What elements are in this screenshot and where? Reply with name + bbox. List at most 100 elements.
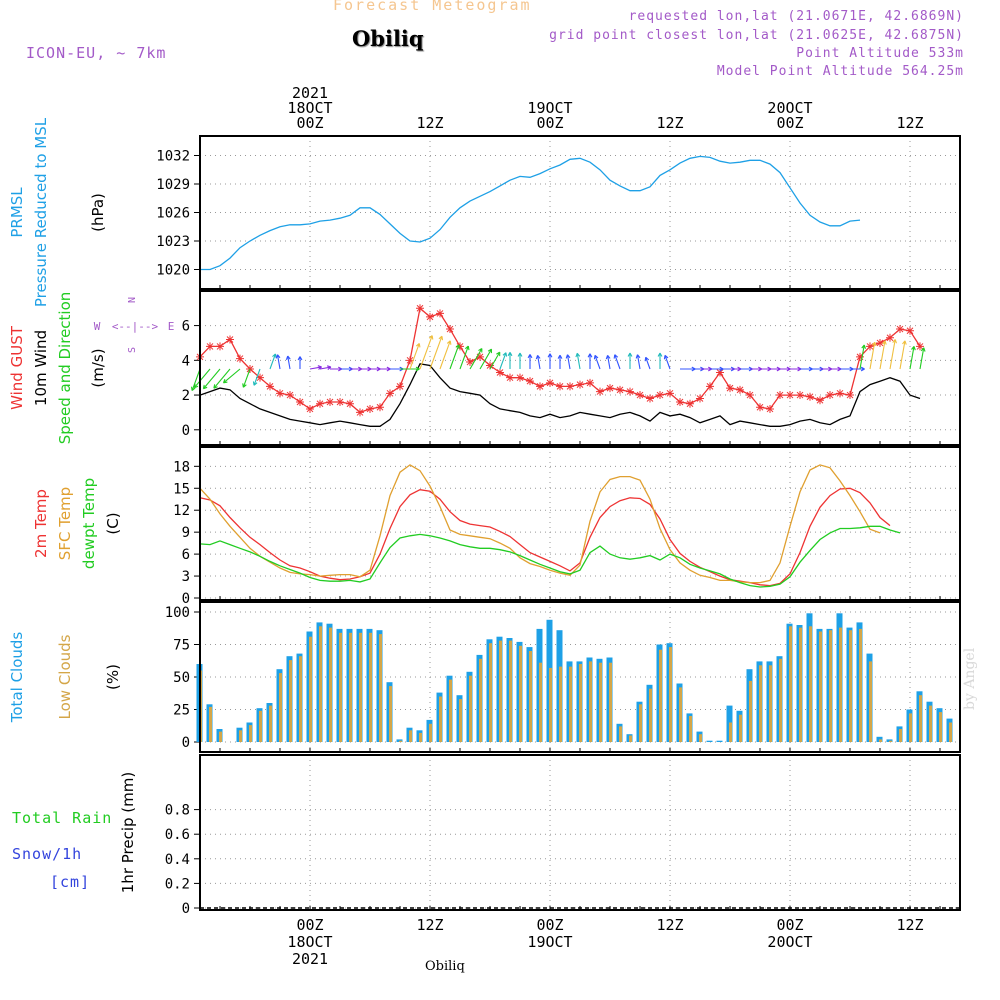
y-tick-label: 0.8 [165, 803, 190, 819]
wind-direction-arrow [242, 368, 251, 388]
gust-marker [496, 368, 504, 377]
cloud-bar-low [529, 651, 532, 742]
cloud-bar-low [209, 706, 212, 742]
wind-direction-arrow [252, 368, 261, 386]
wind-direction-arrow [479, 348, 493, 370]
wind-direction-arrow [360, 366, 372, 372]
cloud-bar-low [499, 640, 502, 742]
cloud-bar-low [729, 722, 732, 742]
gust-marker [436, 309, 444, 318]
wind-direction-arrow [889, 339, 898, 370]
y-tick-label: 3 [182, 569, 190, 585]
gust-marker [506, 373, 514, 382]
bottom-time-label: 00Z [296, 916, 323, 934]
y-axis-label: (%) [104, 664, 122, 690]
cloud-bar-low [239, 730, 242, 742]
wind-direction-arrow [222, 368, 241, 384]
cloud-bar-low [259, 710, 262, 742]
wind-direction-arrow [190, 368, 201, 392]
cloud-bar-low [909, 713, 912, 742]
cloud-bar-low [629, 735, 632, 742]
wind-direction-arrow [213, 368, 231, 389]
gust-marker [766, 404, 774, 413]
bottom-time-label: 00Z [776, 916, 803, 934]
cloud-bar-low [459, 699, 462, 742]
y-axis-label: dewpt Temp [80, 478, 98, 569]
wind-direction-arrow [663, 354, 671, 370]
y-tick-label: 6 [182, 319, 190, 335]
gust-marker [536, 382, 544, 391]
gust-marker [386, 389, 394, 398]
cloud-bar-low [809, 626, 812, 742]
wind-direction-arrow [909, 346, 916, 370]
y-axis-label: (m/s) [89, 348, 107, 387]
gust-marker [456, 342, 464, 351]
wind-direction-arrow [469, 348, 483, 370]
y-tick-label: 1029 [156, 177, 190, 193]
series-wind10m [199, 363, 921, 427]
wind-direction-arrow [790, 366, 802, 372]
gust-marker [656, 391, 664, 400]
cloud-bar-low [659, 649, 662, 742]
gust-marker [566, 382, 574, 391]
meta-requested-lonlat: requested lon,lat (21.0671E, 42.6869N) [628, 9, 964, 24]
panel-frame [199, 601, 961, 753]
gust-marker [286, 391, 294, 400]
wind-direction-arrow [657, 352, 663, 369]
panel-frame [199, 446, 961, 601]
gust-marker [346, 399, 354, 408]
gust-marker [356, 408, 364, 417]
wind-direction-arrow [869, 341, 877, 370]
wind-direction-arrow [380, 366, 391, 372]
top-time-label: 18OCT [287, 99, 332, 117]
cloud-bar-low [739, 714, 742, 742]
wind-direction-arrow [919, 347, 926, 370]
gust-marker [306, 404, 314, 413]
gust-marker [816, 396, 824, 405]
wind-direction-arrow [575, 352, 581, 370]
gust-marker [576, 380, 584, 389]
series-prmsl [200, 155, 861, 271]
gust-marker [716, 368, 724, 377]
wind-direction-arrow [429, 335, 444, 370]
cloud-bar-low [859, 628, 862, 742]
credit-watermark: by Angel [962, 647, 978, 710]
panel-frame [199, 135, 961, 290]
y-tick-label: 1020 [156, 263, 190, 279]
cloud-bar-low [439, 696, 442, 742]
wind-direction-arrow [627, 352, 633, 369]
cloud-bar-low [319, 626, 322, 742]
top-time-label: 19OCT [527, 99, 572, 117]
wind-direction-arrow [449, 344, 460, 370]
wind-direction-arrow [547, 353, 553, 369]
wind-direction-arrow [400, 366, 420, 372]
cloud-bar-low [429, 723, 432, 742]
cloud-bar-low [299, 656, 302, 742]
y-tick-label: 0.6 [165, 827, 190, 843]
cloud-bar-low [559, 666, 562, 742]
gust-marker [206, 342, 214, 351]
cloud-bar-low [449, 679, 452, 742]
meta-point-altitude: Point Altitude 533m [796, 46, 964, 61]
wind-direction-arrow [760, 366, 772, 372]
wind-direction-arrow [193, 368, 211, 389]
cloud-bar-low [869, 661, 872, 742]
cloud-bar-low [759, 665, 762, 742]
cloud-bar-low [789, 626, 792, 742]
cloud-bar-low [279, 673, 282, 742]
y-tick-label: 0 [182, 901, 190, 917]
top-time-label: 00Z [776, 114, 803, 132]
cloud-bar-low [899, 729, 902, 742]
cloud-bar-low [309, 636, 312, 742]
y-axis-label: Low Clouds [56, 634, 74, 719]
wind-direction-arrow [419, 335, 434, 370]
y-tick-label: 6 [182, 547, 190, 563]
cloud-bar-low [369, 632, 372, 742]
top-time-label: 2021 [292, 84, 328, 102]
cloud-bar-low [919, 695, 922, 742]
gust-marker [606, 384, 614, 393]
wind-direction-arrow [850, 366, 865, 372]
cloud-bar-low [469, 675, 472, 742]
cloud-bar-low [649, 688, 652, 742]
